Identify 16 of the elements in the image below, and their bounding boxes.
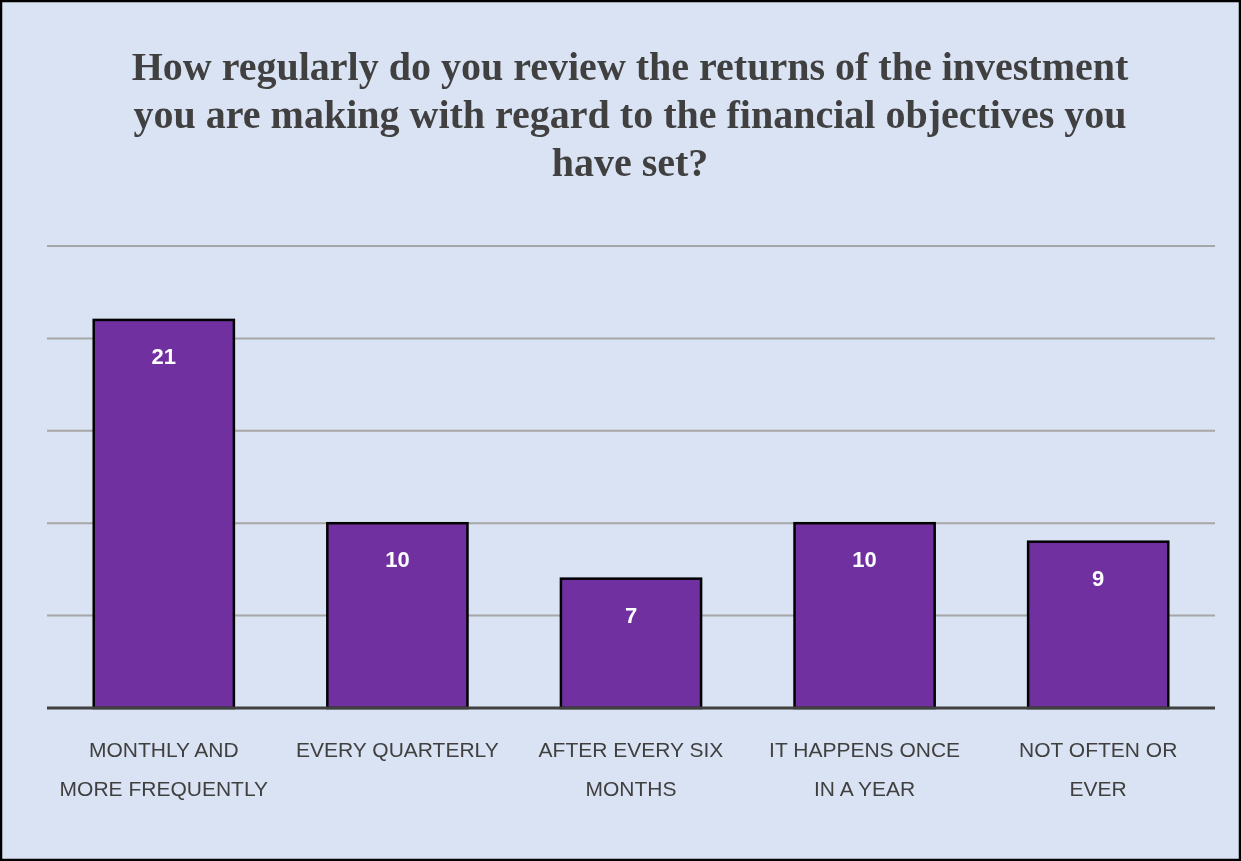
x-tick-label: AFTER EVERY SIX MONTHS: [538, 738, 724, 800]
data-label: 10: [385, 547, 410, 573]
data-label: 9: [1092, 565, 1105, 591]
data-label: 21: [151, 343, 177, 369]
bar: [793, 521, 936, 710]
data-label: 7: [624, 602, 638, 628]
bar: [559, 577, 703, 710]
bar: [1026, 540, 1170, 710]
bar: [326, 521, 469, 710]
x-tick-label: NOT OFTEN OR EVER: [1019, 738, 1178, 800]
data-label: 10: [852, 547, 877, 573]
chart-title: How regularly do you review the returns of the investment you are making with regard to the financial objectives you have set?: [131, 44, 1129, 185]
x-tick-label: EVERY QUARTERLY: [296, 738, 499, 761]
bar: [92, 318, 236, 710]
x-tick-label: MONTHLY AND MORE FREQUENTLY: [59, 738, 269, 800]
x-tick-label: IT HAPPENS ONCE IN A YEAR: [769, 738, 961, 800]
